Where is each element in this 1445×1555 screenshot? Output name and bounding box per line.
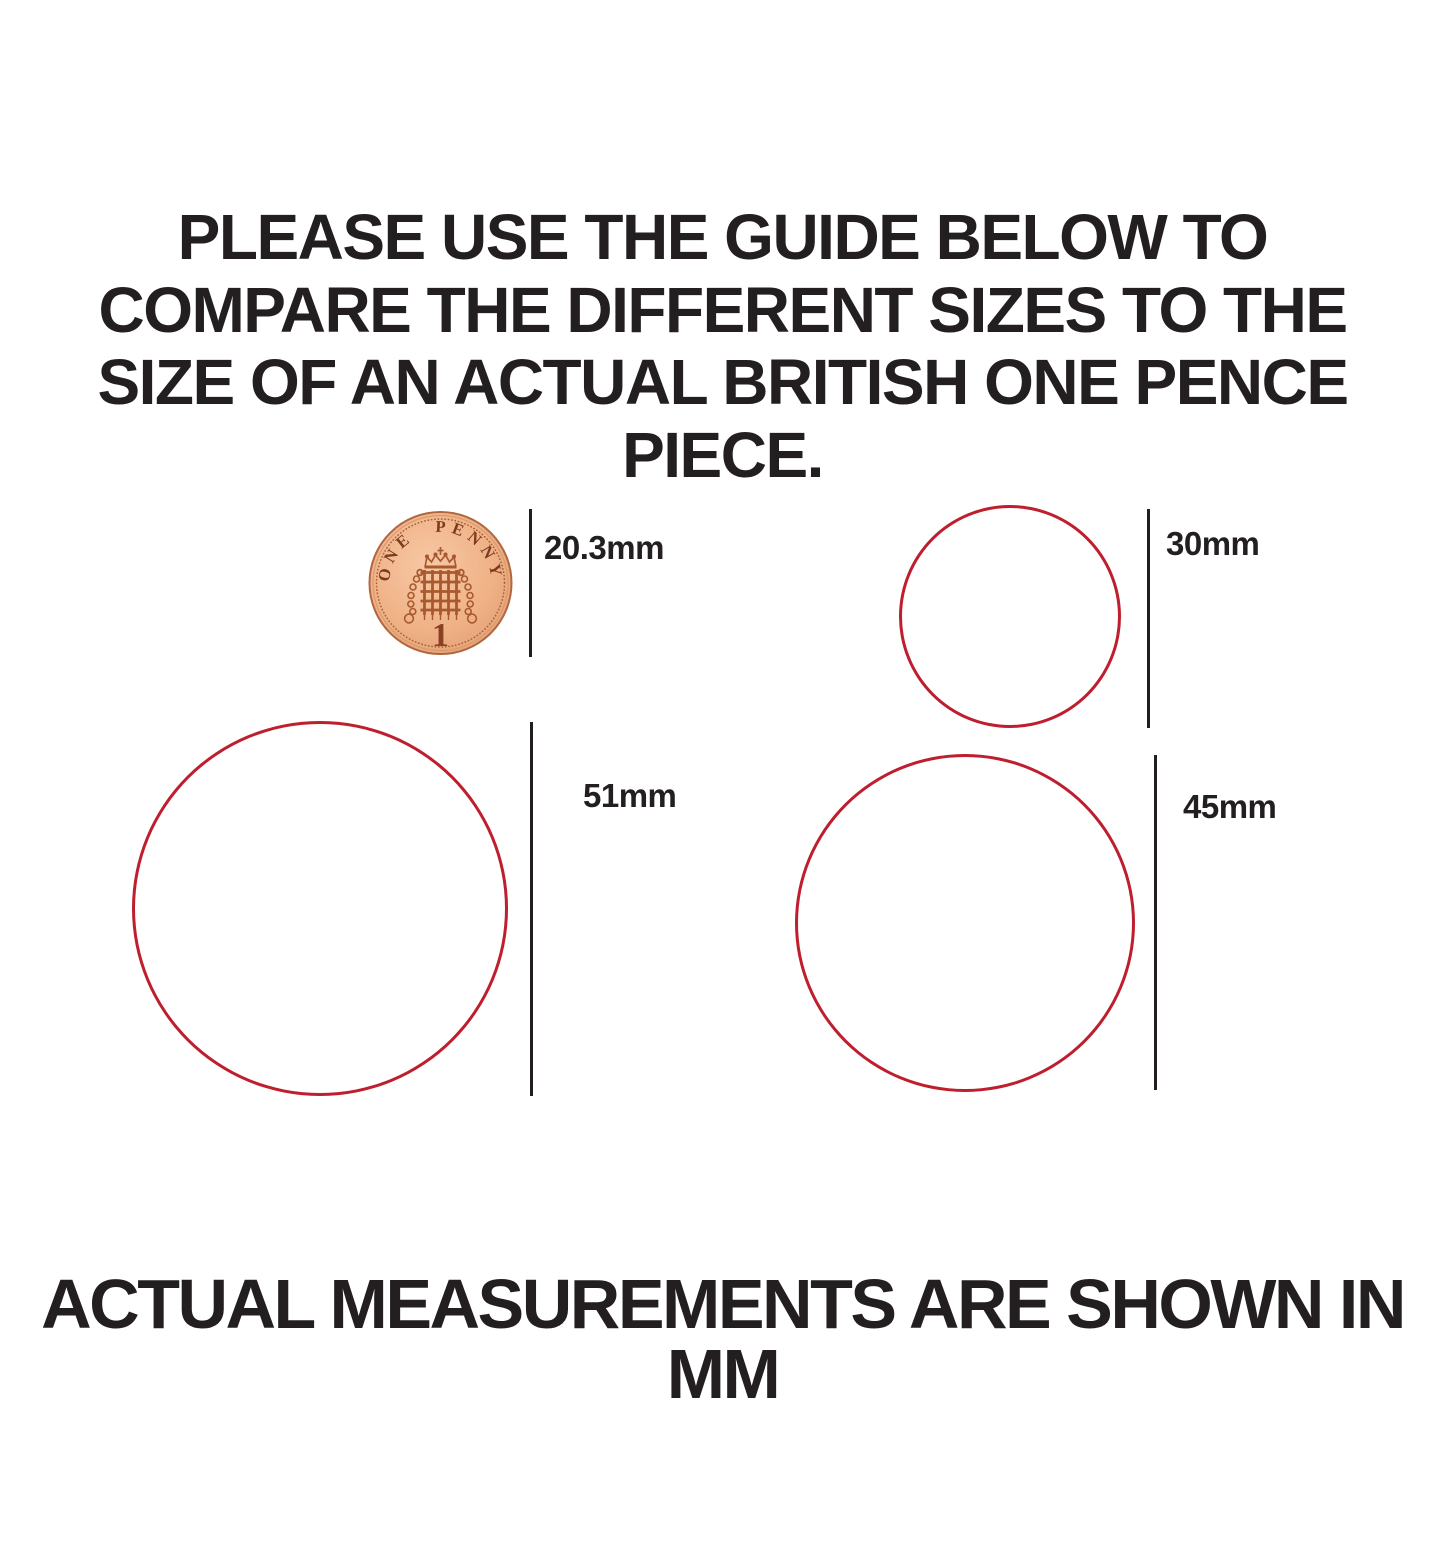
one-penny-coin-image: ONE PENNY 1 (368, 511, 513, 655)
coin-chains-icon (403, 575, 478, 624)
size-circle-30mm (899, 505, 1121, 728)
coin-denomination: 1 (432, 617, 449, 654)
coin-rim-ring (372, 514, 509, 652)
circle-51mm-measure-line (530, 722, 533, 1096)
coin-beaded-border (375, 518, 506, 648)
page-title: PLEASE USE THE GUIDE BELOW TO COMPARE TH… (97, 201, 1349, 491)
coin-portcullis-icon (416, 568, 465, 620)
circle-51mm-size-label: 51mm (583, 777, 677, 814)
circle-30mm-size-label: 30mm (1166, 525, 1260, 562)
coin-crown-icon (424, 547, 457, 569)
footer-note: ACTUAL MEASUREMENTS ARE SHOWN IN MM (41, 1265, 1406, 1413)
coin-measure-line (529, 509, 532, 657)
circle-30mm-measure-line (1147, 509, 1150, 728)
circle-45mm-measure-line (1154, 755, 1157, 1090)
size-circle-45mm (795, 754, 1135, 1092)
size-circle-51mm (132, 721, 508, 1096)
coin-size-label: 20.3mm (544, 529, 664, 566)
circle-45mm-size-label: 45mm (1183, 788, 1277, 825)
